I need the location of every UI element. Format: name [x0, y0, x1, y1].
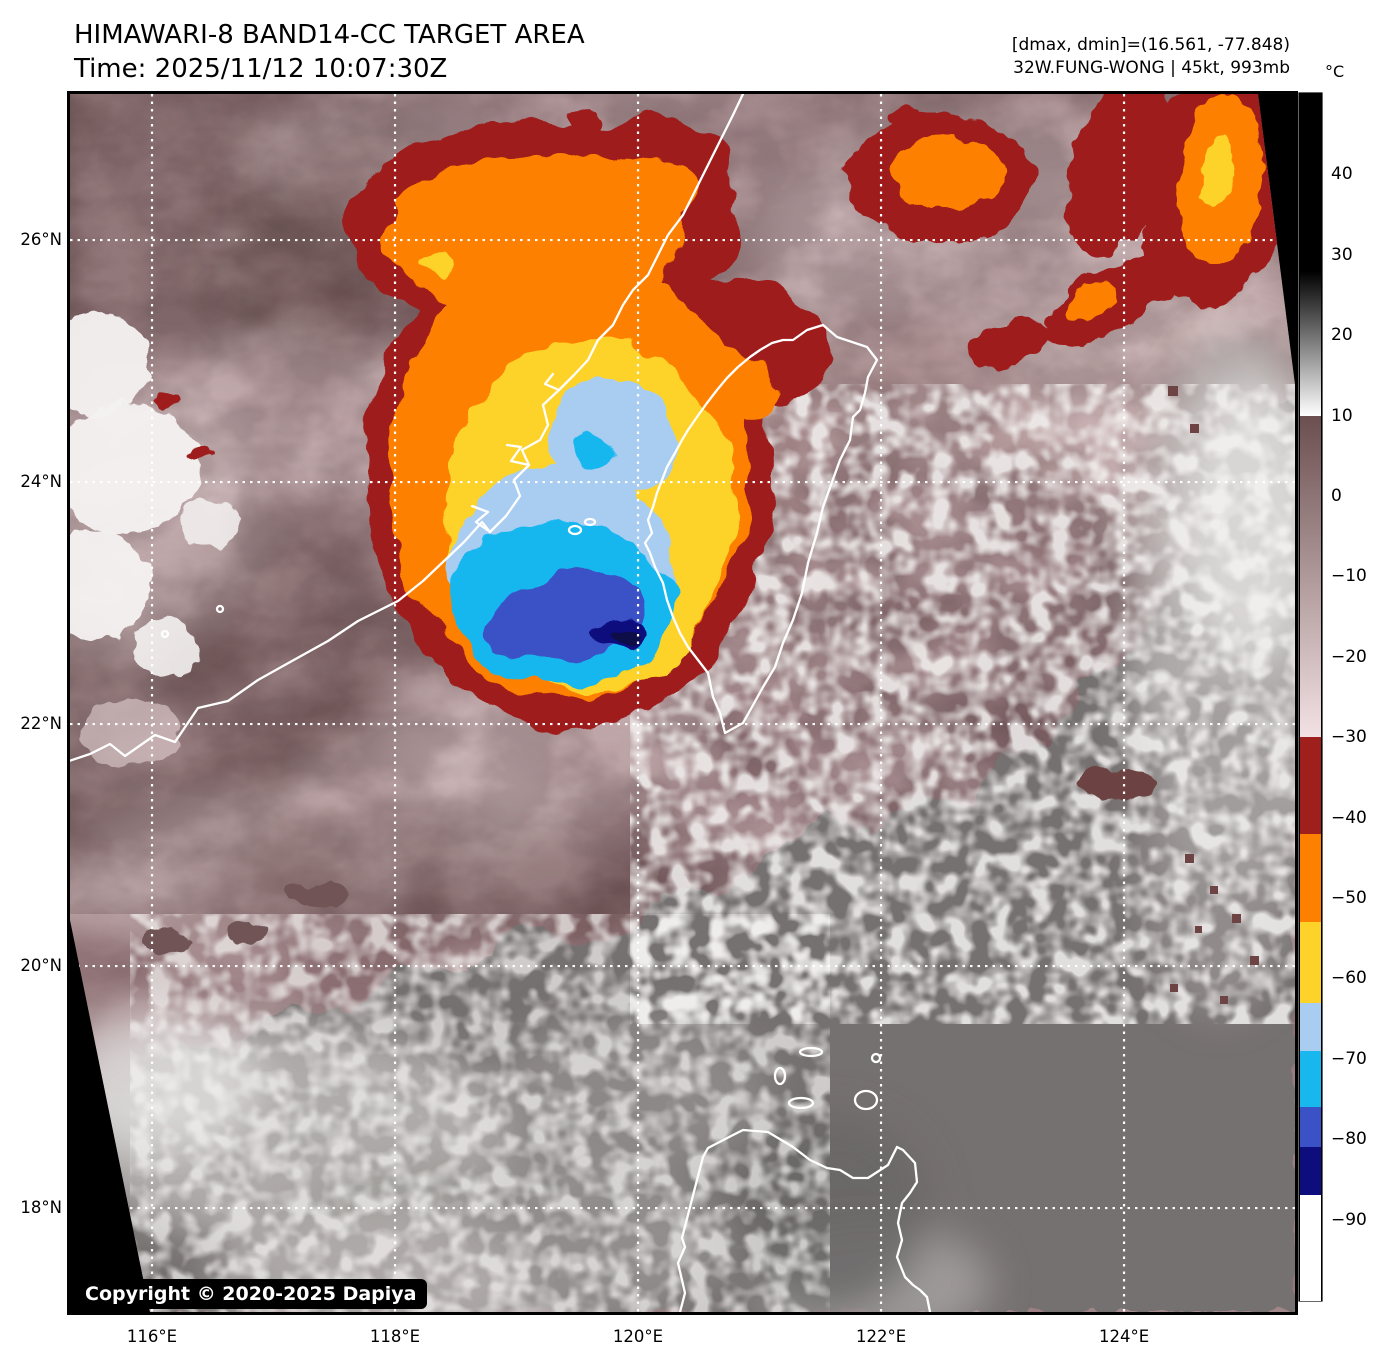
colorbar-segment [1300, 1195, 1321, 1301]
warm-speckles-east-band [1168, 386, 1259, 1004]
product-title: HIMAWARI-8 BAND14-CC TARGET AREA [74, 20, 585, 50]
colorbar-segment [1300, 1050, 1321, 1108]
colorbar-segment [1300, 415, 1321, 738]
cumulus-speckle-south [130, 914, 830, 1312]
satellite-map [70, 94, 1295, 1312]
x-axis-tick-label: 116°E [126, 1327, 178, 1346]
colorbar-tick-label: 40 [1331, 164, 1353, 185]
colorbar-tick-label: −20 [1331, 646, 1367, 667]
colorbar-tick-label: 0 [1331, 486, 1342, 506]
colorbar-segment [1300, 833, 1321, 923]
colorbar-tick-label: 10 [1331, 405, 1353, 426]
coastline-luzon [676, 1128, 932, 1312]
coastlines [70, 94, 932, 1312]
colorbar-segment [1300, 1002, 1321, 1052]
x-axis-tick-label: 124°E [1098, 1327, 1150, 1346]
copyright-badge: Copyright © 2020-2025 Dapiya [74, 1279, 428, 1309]
coastline-taiwan [643, 323, 879, 735]
colorbar-tick-label: −50 [1331, 888, 1367, 908]
dmax-dmin-annotation: [dmax, dmin]=(16.561, -77.848) [1011, 35, 1290, 55]
colorbar-tick-label: 30 [1331, 244, 1353, 265]
coastline-china-inlets [470, 372, 561, 534]
colorbar-segment [1300, 270, 1321, 417]
colorbar-segment [1300, 1147, 1321, 1197]
x-axis-tick-label: 122°E [855, 1327, 907, 1346]
cold-cloud-patches-northeast [153, 94, 1295, 463]
colorbar-tick-label: −80 [1331, 1129, 1367, 1150]
y-axis-tick-label: 26°N [20, 230, 62, 250]
y-axis-tick-label: 22°N [20, 714, 62, 734]
colorbar-segment [1300, 737, 1321, 835]
y-axis-tick-label: 20°N [20, 956, 62, 976]
colorbar-tick-label: −60 [1331, 968, 1367, 989]
colorbar-unit-label: °C [1325, 62, 1345, 81]
satellite-swath [70, 94, 1295, 1312]
colorbar-tick-label: −70 [1331, 1048, 1367, 1069]
colorbar-segment [1300, 1107, 1321, 1148]
colorbar-tick-label: 20 [1331, 325, 1353, 346]
colorbar-tick-label: −40 [1331, 807, 1367, 828]
product-time: Time: 2025/11/12 10:07:30Z [74, 54, 448, 84]
x-axis-tick-label: 120°E [612, 1327, 664, 1346]
header-annotation-block: [dmax, dmin]=(16.561, -77.848) 32W.FUNG-… [1012, 34, 1290, 80]
map-plot-area [70, 94, 1295, 1312]
colorbar-tick-label: −10 [1331, 566, 1367, 587]
colorbar-tick-label: −30 [1331, 727, 1367, 748]
white-cloud-patches-left [70, 314, 240, 769]
header-title-block: HIMAWARI-8 BAND14-CC TARGET AREA Time: 2… [74, 18, 585, 86]
storm-annotation: 32W.FUNG-WONG | 45kt, 993mb [1013, 58, 1290, 78]
colorbar-segment [1300, 922, 1321, 1004]
latlon-gridlines [70, 94, 1295, 1312]
x-axis-tick-label: 118°E [369, 1327, 421, 1346]
colorbar-segment [1300, 94, 1321, 272]
coastline-small-islands [160, 517, 882, 1111]
typhoon-core-coldest [612, 628, 634, 642]
y-axis-tick-label: 24°N [20, 472, 62, 492]
colorbar-tick-label: −90 [1331, 1209, 1367, 1230]
y-axis-tick-label: 18°N [20, 1198, 62, 1218]
colorbar [1300, 94, 1321, 1301]
